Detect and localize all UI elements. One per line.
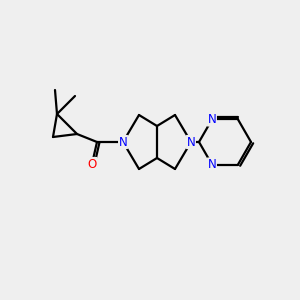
- Text: N: N: [187, 136, 195, 148]
- Text: N: N: [118, 136, 127, 148]
- Text: N: N: [208, 113, 216, 126]
- Text: O: O: [87, 158, 97, 170]
- Text: N: N: [208, 158, 216, 171]
